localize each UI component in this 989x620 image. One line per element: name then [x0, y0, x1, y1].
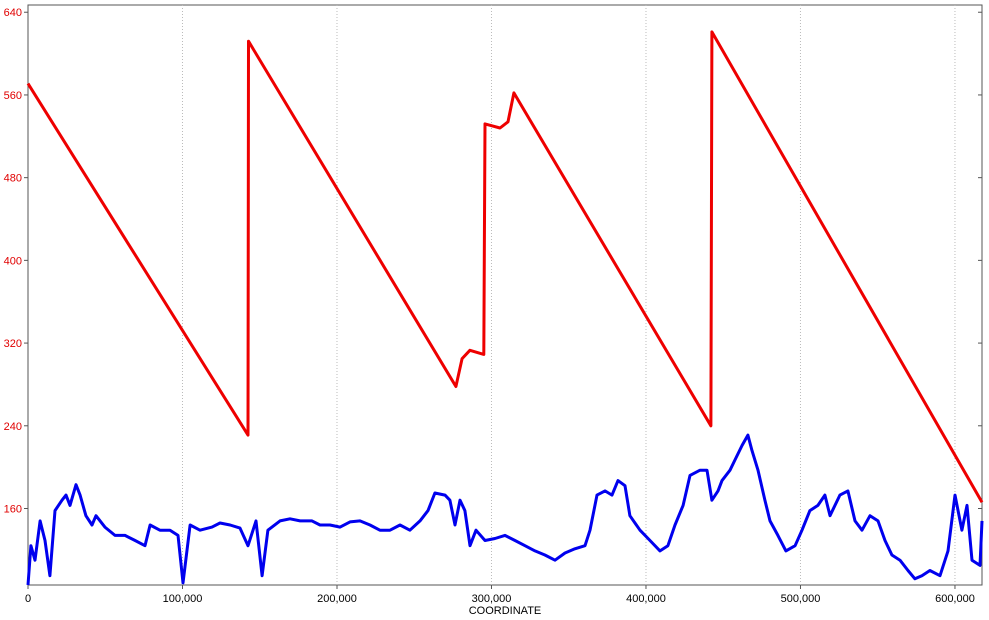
x-tick-label: 500,000 — [781, 593, 821, 605]
x-tick-label: 400,000 — [626, 593, 666, 605]
y-tick-label: 640 — [4, 7, 22, 19]
x-tick-label: 300,000 — [472, 593, 512, 605]
x-tick-label: 200,000 — [317, 593, 357, 605]
x-tick-label: 600,000 — [935, 593, 975, 605]
x-axis-label: COORDINATE — [469, 605, 542, 617]
x-tick-label: 0 — [25, 593, 31, 605]
y-tick-label: 560 — [4, 90, 22, 102]
y-tick-label: 400 — [4, 255, 22, 267]
data-line — [26, 30, 984, 504]
plot-frame — [27, 4, 983, 586]
x-tick-label: 100,000 — [163, 593, 203, 605]
y-tick-label: 160 — [4, 503, 22, 515]
y-tick-label: 480 — [4, 173, 22, 185]
y-tick-label: 320 — [4, 338, 22, 350]
y-tick-label: 240 — [4, 421, 22, 433]
data-line — [26, 433, 984, 586]
